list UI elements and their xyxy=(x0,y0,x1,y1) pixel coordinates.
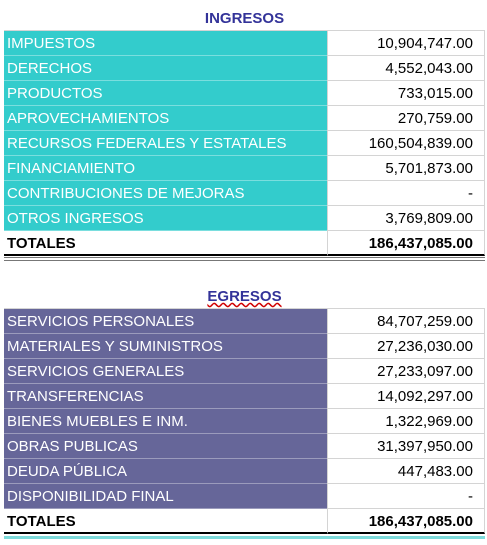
row-amount: - xyxy=(327,484,485,509)
row-label: DERECHOS xyxy=(4,56,327,81)
row-label: MATERIALES Y SUMINISTROS xyxy=(4,334,327,359)
total-label: TOTALES xyxy=(4,509,327,534)
row-label: DISPONIBILIDAD FINAL xyxy=(4,484,327,509)
total-label: TOTALES xyxy=(4,231,327,256)
bottom-border xyxy=(4,536,485,539)
row-label: IMPUESTOS xyxy=(4,31,327,56)
row-amount: 733,015.00 xyxy=(327,81,485,106)
row-label: OBRAS PUBLICAS xyxy=(4,434,327,459)
row-amount: - xyxy=(327,181,485,206)
row-label: DEUDA PÚBLICA xyxy=(4,459,327,484)
row-amount: 31,397,950.00 xyxy=(327,434,485,459)
row-label: BIENES MUEBLES E INM. xyxy=(4,409,327,434)
row-amount: 84,707,259.00 xyxy=(327,309,485,334)
row-label: APROVECHAMIENTOS xyxy=(4,106,327,131)
row-amount: 1,322,969.00 xyxy=(327,409,485,434)
row-label: OTROS INGRESOS xyxy=(4,206,327,231)
row-amount: 10,904,747.00 xyxy=(327,31,485,56)
row-amount: 27,233,097.00 xyxy=(327,359,485,384)
double-border xyxy=(4,260,485,261)
row-amount: 14,092,297.00 xyxy=(327,384,485,409)
row-label: TRANSFERENCIAS xyxy=(4,384,327,409)
row-label: RECURSOS FEDERALES Y ESTATALES xyxy=(4,131,327,156)
section-title: INGRESOS xyxy=(4,6,485,31)
row-label: SERVICIOS PERSONALES xyxy=(4,309,327,334)
row-label: PRODUCTOS xyxy=(4,81,327,106)
section-title: EGRESOS xyxy=(4,284,485,309)
row-amount: 160,504,839.00 xyxy=(327,131,485,156)
row-amount: 4,552,043.00 xyxy=(327,56,485,81)
total-amount: 186,437,085.00 xyxy=(327,509,485,534)
row-label: CONTRIBUCIONES DE MEJORAS xyxy=(4,181,327,206)
row-amount: 5,701,873.00 xyxy=(327,156,485,181)
total-amount: 186,437,085.00 xyxy=(327,231,485,256)
row-amount: 270,759.00 xyxy=(327,106,485,131)
row-label: FINANCIAMIENTO xyxy=(4,156,327,181)
row-amount: 27,236,030.00 xyxy=(327,334,485,359)
row-label: SERVICIOS GENERALES xyxy=(4,359,327,384)
row-amount: 447,483.00 xyxy=(327,459,485,484)
double-border xyxy=(4,257,485,258)
row-amount: 3,769,809.00 xyxy=(327,206,485,231)
